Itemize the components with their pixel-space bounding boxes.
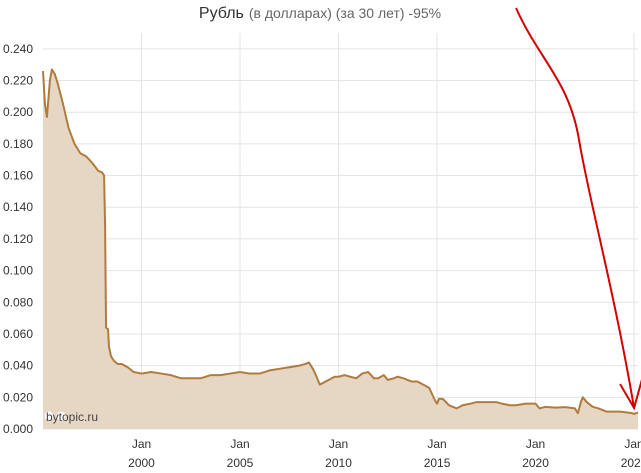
y-tick-label: 0.040	[3, 359, 33, 373]
x-tick-label-year: 2010	[325, 456, 352, 470]
x-axis-tick-labels: Jan 2000 Jan 2005 Jan 2010 Jan 2015 Jan 2020 Jan 20…	[128, 437, 641, 470]
x-tick-label-month: Jan	[132, 437, 151, 451]
x-tick-label-month: Jan	[230, 437, 249, 451]
y-tick-label: 0.180	[3, 137, 33, 151]
red-arrow-annotation	[515, 7, 641, 411]
y-tick-label: 0.160	[3, 169, 33, 183]
x-tick-label-month: Jan	[526, 437, 545, 451]
x-tick-label-year: 2020	[522, 456, 549, 470]
y-tick-label: 0.200	[3, 105, 33, 119]
chart-subtitle: (в долларах) (за 30 лет) -95%	[249, 5, 441, 21]
y-tick-label: 0.000	[3, 422, 33, 436]
x-tick-label: Jan 2005	[227, 437, 254, 470]
y-tick-label: 0.120	[3, 232, 33, 246]
y-tick-label: 0.080	[3, 295, 33, 309]
watermark-dot-2	[56, 411, 66, 421]
y-tick-label: 0.100	[3, 264, 33, 278]
x-tick-label: Jan 2025	[621, 437, 641, 470]
chart-title: Рубль (в долларах) (за 30 лет) -95%	[199, 5, 441, 22]
x-tick-label-year: 2025	[621, 456, 641, 470]
vertical-gridlines	[141, 33, 635, 429]
watermark-text: bytopic.ru	[46, 410, 98, 424]
y-tick-label: 0.140	[3, 200, 33, 214]
x-tick-label-year: 2000	[128, 456, 155, 470]
watermark-dot-1	[44, 411, 54, 421]
y-tick-label: 0.020	[3, 390, 33, 404]
chart-title-main: Рубль	[199, 5, 244, 22]
horizontal-gridlines	[43, 48, 638, 430]
arrow-shaft	[515, 7, 636, 409]
x-tick-label-month: Jan	[427, 437, 446, 451]
x-tick-label: Jan 2015	[424, 437, 451, 470]
series-line	[42, 68, 639, 415]
x-tick-label: Jan 2010	[325, 437, 352, 470]
x-tick-label-year: 2015	[424, 456, 451, 470]
x-tick-label: Jan 2000	[128, 437, 155, 470]
x-tick-label-year: 2005	[227, 456, 254, 470]
y-tick-label: 0.220	[3, 74, 33, 88]
watermark: bytopic.ru	[44, 410, 98, 424]
series-area-fill	[43, 69, 638, 430]
x-tick-label-month: Jan	[329, 437, 348, 451]
y-axis-tick-labels: 0.000 0.020 0.040 0.060 0.080 0.100 0.120 0.140…	[3, 42, 33, 436]
x-tick-label-month: Jan	[624, 437, 641, 451]
y-tick-label: 0.060	[3, 327, 33, 341]
x-tick-label: Jan 2020	[522, 437, 549, 470]
y-tick-label: 0.240	[3, 42, 33, 56]
